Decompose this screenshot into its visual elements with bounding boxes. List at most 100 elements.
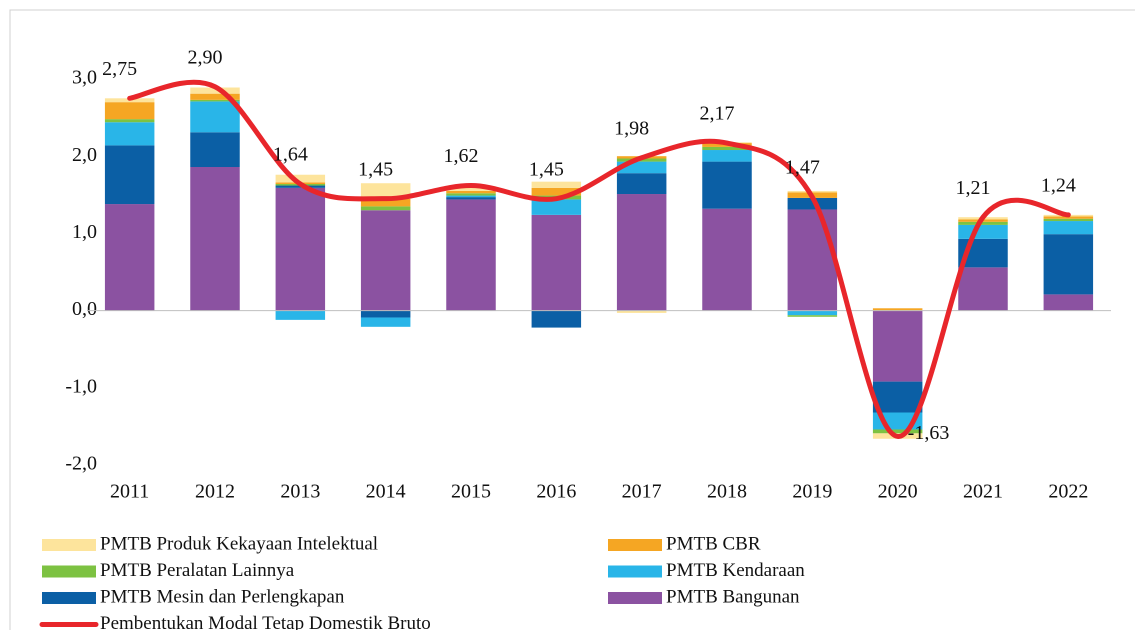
bar-segment	[104, 145, 155, 205]
bar-segment	[1043, 221, 1094, 235]
bar-segment	[531, 310, 582, 328]
legend-swatch	[608, 539, 662, 551]
bar-segment	[1043, 216, 1094, 219]
bar-segment	[360, 317, 411, 327]
legend-label: PMTB Kendaraan	[666, 560, 805, 581]
bar-segment	[531, 199, 582, 215]
bar-segment	[1043, 294, 1094, 311]
data-label: 1,21	[956, 177, 991, 199]
bar-segment	[616, 194, 667, 311]
x-tick-label: 2015	[451, 481, 491, 503]
data-label: 1,64	[273, 144, 308, 166]
bar-segment	[190, 101, 240, 133]
bar-segment	[1043, 234, 1094, 295]
data-label: 1,47	[785, 157, 820, 179]
legend-swatch	[42, 592, 96, 604]
data-label: 1,62	[444, 145, 479, 167]
bar-segment	[190, 99, 240, 102]
bar-segment	[360, 310, 411, 318]
legend-swatch	[608, 592, 662, 604]
bar-segment	[872, 381, 923, 413]
y-tick-label: 3,0	[72, 67, 97, 89]
bar-segment	[446, 197, 496, 200]
bar-segment	[531, 214, 582, 311]
bar-segment	[360, 183, 411, 199]
bar-segment	[958, 224, 1008, 239]
x-tick-label: 2022	[1048, 481, 1088, 503]
legend-label: PMTB CBR	[666, 533, 761, 554]
x-tick-label: 2020	[878, 481, 918, 503]
frame	[9, 9, 1135, 630]
legend-swatch	[608, 565, 662, 578]
bar-segment	[787, 310, 838, 316]
x-tick-label: 2012	[195, 481, 235, 503]
bar-segment	[104, 204, 155, 311]
data-label: 2,17	[700, 103, 735, 125]
bar-segment	[958, 221, 1008, 225]
data-label: 2,75	[102, 58, 137, 80]
y-tick-label: 2,0	[72, 144, 97, 166]
x-tick-label: 2019	[792, 481, 832, 503]
bar-segment	[702, 161, 752, 209]
data-label: 1,24	[1041, 174, 1076, 196]
bar-segment	[872, 310, 923, 382]
x-tick-label: 2014	[366, 481, 406, 503]
legend-label: PMTB Bangunan	[666, 586, 800, 607]
bar-segment	[275, 310, 326, 320]
x-tick-label: 2021	[963, 481, 1003, 503]
y-tick-label: 0,0	[72, 298, 97, 320]
bar-segment	[275, 174, 326, 183]
bar-segment	[360, 206, 411, 211]
data-label: -1,63	[908, 422, 950, 444]
bar-segment	[531, 187, 582, 196]
bar-segment	[104, 122, 155, 146]
bar-segment	[446, 186, 496, 191]
y-tick-label: 1,0	[72, 221, 97, 243]
bar-segment	[787, 190, 838, 193]
bar-segment	[958, 267, 1008, 311]
x-tick-label: 2018	[707, 481, 747, 503]
data-label: 1,98	[614, 117, 649, 139]
bar-segment	[616, 173, 667, 195]
bar-segment	[190, 87, 240, 94]
legend-swatch	[42, 565, 96, 578]
bar-segment	[275, 187, 326, 311]
legend-label: PMTB Peralatan Lainnya	[100, 560, 295, 581]
x-tick-label: 2017	[622, 481, 662, 503]
y-tick-label: -1,0	[65, 375, 97, 397]
bar-segment	[446, 190, 496, 194]
bar-segment	[446, 193, 496, 196]
x-tick-label: 2013	[280, 481, 320, 503]
bar-segment	[446, 199, 496, 311]
x-tick-label: 2011	[110, 481, 149, 503]
total-line	[127, 79, 1071, 439]
bar-segment	[787, 315, 838, 317]
bar-segment	[446, 195, 496, 198]
bar-segment	[531, 181, 582, 188]
legend-label: PMTB Produk Kekayaan Intelektual	[100, 533, 378, 554]
bar-segment	[190, 93, 240, 100]
bar-segment	[1043, 218, 1094, 222]
bar-segment	[702, 146, 752, 151]
legend-label: PMTB Mesin dan Perlengkapan	[100, 586, 345, 607]
legend-label: Pembentukan Modal Tetap Domestik Bruto	[100, 613, 431, 630]
x-tick-label: 2016	[536, 481, 576, 503]
bar-segment	[616, 310, 667, 313]
bar-segment	[872, 429, 923, 434]
bar-segment	[616, 161, 667, 174]
data-label: 1,45	[529, 158, 564, 180]
bar-segment	[104, 102, 155, 120]
data-label: 1,45	[358, 158, 393, 180]
bar-segment	[360, 198, 411, 207]
data-label: 2,90	[188, 46, 223, 68]
legend-swatch	[42, 539, 96, 551]
bar-segment	[104, 119, 155, 123]
y-tick-label: -2,0	[65, 453, 97, 475]
bar-segment	[190, 132, 240, 168]
bar-segment	[190, 167, 240, 311]
bar-segment	[787, 197, 838, 210]
bar-segment	[702, 150, 752, 162]
bar-segment	[702, 208, 752, 311]
bar-segment	[360, 210, 411, 311]
